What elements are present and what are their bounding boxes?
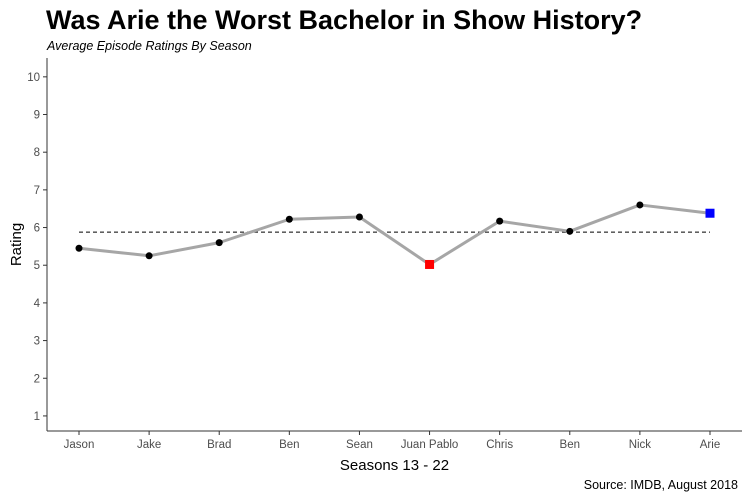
x-tick-label: Jake bbox=[137, 439, 161, 451]
series-line bbox=[77, 203, 712, 266]
x-tick-label: Ben bbox=[279, 439, 299, 451]
y-axis-title: Rating bbox=[8, 223, 25, 266]
data-point bbox=[145, 252, 153, 260]
x-tick-label: Juan Pablo bbox=[401, 439, 459, 451]
chart-subtitle: Average Episode Ratings By Season bbox=[47, 39, 252, 53]
data-point bbox=[75, 244, 83, 252]
y-tick-label: 4 bbox=[34, 298, 41, 310]
x-tick-label: Nick bbox=[629, 439, 652, 451]
y-tick-label: 7 bbox=[34, 185, 40, 197]
data-point-highlight bbox=[705, 208, 715, 218]
data-point-highlight bbox=[425, 259, 435, 269]
data-point bbox=[566, 227, 574, 235]
x-tick-label: Sean bbox=[346, 439, 373, 451]
y-tick-label: 6 bbox=[34, 223, 40, 235]
y-tick-label: 10 bbox=[27, 72, 40, 84]
x-tick-label: Brad bbox=[207, 439, 231, 451]
x-tick-label: Ben bbox=[560, 439, 580, 451]
data-point bbox=[496, 217, 504, 225]
data-point bbox=[355, 213, 363, 221]
y-tick-label: 2 bbox=[34, 373, 40, 385]
data-point bbox=[215, 239, 223, 247]
chart-title: Was Arie the Worst Bachelor in Show Hist… bbox=[46, 5, 643, 35]
x-tick-label: Jason bbox=[64, 439, 95, 451]
data-point bbox=[636, 201, 644, 209]
y-tick-label: 5 bbox=[34, 260, 40, 272]
y-tick-label: 8 bbox=[34, 147, 40, 159]
x-axis-title: Seasons 13 - 22 bbox=[340, 457, 449, 474]
x-tick-label: Arie bbox=[700, 439, 720, 451]
x-tick-label: Chris bbox=[486, 439, 513, 451]
chart-caption: Source: IMDB, August 2018 bbox=[583, 478, 738, 492]
y-tick-label: 1 bbox=[34, 411, 40, 423]
data-point bbox=[285, 215, 293, 223]
y-tick-label: 9 bbox=[34, 110, 40, 122]
y-tick-label: 3 bbox=[34, 336, 40, 348]
